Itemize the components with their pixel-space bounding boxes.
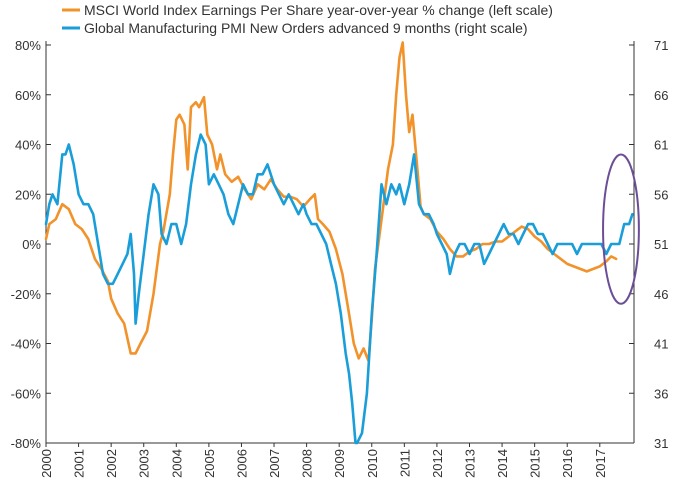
right-tick-label: 71 — [654, 38, 668, 53]
right-axis-ticks: 71 66 61 56 51 46 41 36 31 — [629, 38, 668, 451]
x-tick-label: 2010 — [365, 449, 380, 478]
x-tick-label: 2015 — [528, 449, 543, 478]
x-tick-label: 2014 — [495, 449, 510, 478]
series-line-pmi — [44, 133, 634, 445]
x-tick-label: 2013 — [462, 449, 477, 478]
x-tick-label: 2017 — [593, 449, 608, 478]
right-tick-label: 51 — [654, 237, 668, 252]
left-tick-label: -80% — [11, 436, 42, 451]
left-tick-label: 60% — [15, 88, 41, 103]
highlight-ellipse — [602, 153, 640, 305]
x-tick-label: 2004 — [169, 449, 184, 478]
legend-label-eps: MSCI World Index Earnings Per Share year… — [84, 2, 553, 18]
x-tick-label: 2002 — [104, 449, 119, 478]
left-tick-label: -60% — [11, 386, 42, 401]
x-tick-label: 2005 — [202, 449, 217, 478]
left-tick-label: 20% — [15, 187, 41, 202]
chart-axes: 80% 60% 40% 20% 0% -20% -40% -60% -80% 71 66 61 56 5… — [11, 38, 669, 478]
left-tick-label: 40% — [15, 138, 41, 153]
x-tick-label: 2006 — [234, 449, 249, 478]
x-tick-label: 2009 — [332, 449, 347, 478]
legend: MSCI World Index Earnings Per Share year… — [62, 2, 553, 36]
left-axis-ticks: 80% 60% 40% 20% 0% -20% -40% -60% -80% — [11, 38, 51, 451]
right-tick-label: 61 — [654, 138, 668, 153]
right-tick-label: 46 — [654, 287, 668, 302]
right-tick-label: 36 — [654, 386, 668, 401]
annotation-layer — [602, 153, 640, 305]
series-line-eps — [44, 41, 618, 363]
x-tick-label: 2007 — [267, 449, 282, 478]
right-tick-label: 66 — [654, 88, 668, 103]
x-tick-label: 2016 — [560, 449, 575, 478]
left-tick-label: -20% — [11, 287, 42, 302]
right-tick-label: 56 — [654, 187, 668, 202]
x-tick-label: 2011 — [397, 449, 412, 477]
x-tick-label: 2003 — [137, 449, 152, 478]
right-tick-label: 31 — [654, 436, 668, 451]
x-axis-ticks: 2000 2001 2002 2003 2004 2005 2006 2007 2008 2009… — [39, 443, 608, 478]
left-tick-label: -40% — [11, 337, 42, 352]
x-tick-label: 2008 — [300, 449, 315, 478]
right-tick-label: 41 — [654, 337, 668, 352]
legend-label-pmi: Global Manufacturing PMI New Orders adva… — [84, 20, 528, 36]
left-tick-label: 80% — [15, 38, 41, 53]
series-layer — [44, 41, 634, 445]
x-tick-label: 2001 — [72, 449, 87, 478]
x-tick-label: 2012 — [430, 449, 445, 478]
left-tick-label: 0% — [22, 237, 41, 252]
x-tick-label: 2000 — [39, 449, 54, 478]
